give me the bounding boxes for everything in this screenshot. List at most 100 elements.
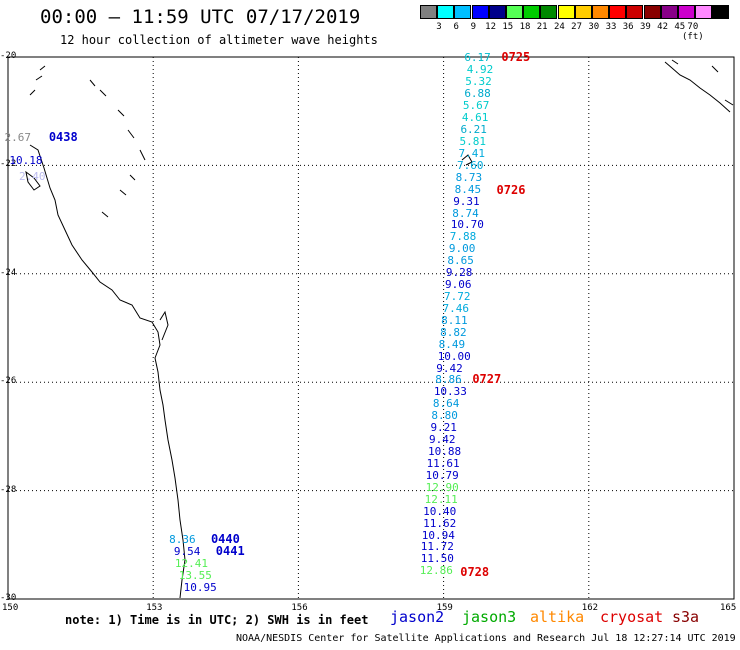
wave-height-value: 11.50: [420, 552, 454, 566]
map-frame: [7, 56, 735, 600]
map-title: 00:00 – 11:59 UTC 07/17/2019: [40, 6, 361, 28]
latitude-tick-label: -30: [0, 593, 17, 603]
coastal-islands-north: [29, 65, 146, 218]
wave-height-value: 12.86: [419, 564, 453, 578]
wave-height-value: 10.00: [437, 349, 471, 363]
wave-height-value: 11.62: [423, 516, 457, 530]
longitude-tick-label: 150: [2, 603, 19, 613]
wave-height-value: 8.80: [431, 409, 458, 423]
wave-height-value: 5.81: [459, 135, 486, 148]
wave-height-value: 5.32: [465, 75, 492, 89]
color-scale-swatch: [540, 5, 558, 19]
color-scale-label: 9: [470, 22, 477, 32]
reef-islet: [461, 154, 473, 166]
pass-time-label: 0725: [501, 50, 531, 64]
wave-height-value: 8.36: [169, 533, 196, 547]
wave-height-value: 4.61: [461, 111, 489, 125]
color-scale-swatch: [437, 5, 455, 19]
units-note: note: 1) Time is in UTC; 2) SWH is in fe…: [65, 613, 369, 627]
fraser-island: [159, 310, 169, 341]
color-scale-swatch: [574, 5, 592, 19]
color-scale-swatch: [523, 5, 541, 19]
color-scale-label: 70 (ft): [682, 22, 704, 42]
color-scale-label: 15: [502, 22, 514, 32]
color-scale-label: 45: [674, 22, 686, 32]
australia-coastline: [29, 144, 186, 599]
wave-height-value: 8.65: [447, 254, 474, 268]
color-scale-swatch: [626, 5, 644, 19]
wave-height-value: 9.00: [448, 242, 476, 256]
wave-height-value: 5.67: [462, 99, 490, 113]
wave-height-value: 8.74: [452, 206, 479, 220]
wave-height-value: 8.11: [441, 313, 468, 327]
color-scale-label: 39: [639, 22, 651, 32]
wave-height-value: 10.70: [450, 218, 484, 232]
wave-height-value: 8.45: [454, 182, 482, 196]
wave-height-value: 9.21: [430, 421, 457, 435]
satellite-legend-item: altika: [530, 608, 585, 626]
color-scale-label: 18: [519, 22, 531, 32]
color-scale-swatch: [488, 5, 506, 19]
wave-height-value: 9.42: [428, 433, 456, 447]
wave-height-value: 10.40: [423, 504, 457, 518]
wave-height-value: 8.82: [440, 325, 467, 339]
wave-height-value: 10.33: [433, 385, 467, 399]
color-scale-label: 27: [571, 22, 583, 32]
color-scale-label: 36: [622, 22, 634, 32]
wave-height-value: 11.72: [420, 540, 454, 554]
longitude-tick-label: 153: [146, 603, 163, 613]
wave-height-value: 7.88: [449, 230, 477, 244]
wave-height-value: 8.73: [455, 170, 483, 184]
wave-height-value: 2.40: [19, 170, 46, 184]
wave-height-value: 10.18: [9, 153, 43, 167]
whitsunday-islands: [25, 170, 41, 191]
wave-height-value: 7.72: [443, 290, 471, 304]
color-scale-label: 42: [657, 22, 669, 32]
color-scale-label: 30: [588, 22, 600, 32]
color-scale-swatch: [609, 5, 627, 19]
wave-height-value: 8.86: [435, 373, 462, 387]
credit-line: NOAA/NESDIS Center for Satellite Applica…: [236, 633, 736, 644]
wave-height-value: 6.17: [464, 51, 491, 64]
wave-height-value: 8.64: [432, 397, 460, 411]
wave-height-value: 10.94: [421, 528, 455, 542]
longitude-tick-label: 159: [436, 603, 453, 613]
color-scale-swatch: [678, 5, 695, 19]
wave-height-value: 12.41: [174, 557, 208, 571]
color-scale-swatch: [660, 5, 678, 19]
pass-time-label: 0440: [210, 532, 240, 547]
longitude-tick-label: 162: [581, 603, 599, 613]
latitude-tick-label: -20: [0, 51, 17, 61]
color-scale-swatch: [712, 5, 730, 19]
pass-time-label: 0728: [460, 564, 490, 579]
wave-height-value: 9.54: [173, 545, 201, 559]
wave-height-value: 10.95: [183, 581, 217, 595]
color-scale-swatch: [506, 5, 523, 19]
satellite-legend-item: s3a: [672, 608, 700, 626]
longitude-tick-label: 156: [291, 603, 308, 613]
color-scale-swatch: [454, 5, 472, 19]
wave-height-value: 6.21: [460, 123, 487, 137]
pass-time-label: 0726: [496, 182, 526, 197]
wave-height-value: 2.67: [4, 130, 32, 144]
satellite-legend-item: jason3: [462, 608, 517, 626]
color-scale-swatch: [420, 5, 437, 19]
wave-height-value: 8.49: [438, 337, 466, 351]
wave-height-value: 9.42: [436, 361, 463, 375]
satellite-legend-item: cryosat: [600, 608, 664, 626]
satellite-legend-item: jason2: [390, 608, 445, 626]
wave-height-value: 7.60: [457, 158, 484, 172]
wave-height-value: 6.88: [464, 87, 491, 101]
latitude-tick-label: -24: [0, 267, 17, 278]
wave-height-value: 10.79: [425, 468, 459, 482]
graticule: [7, 56, 735, 600]
color-scale-swatch: [471, 5, 489, 19]
color-scale-swatch: [592, 5, 609, 19]
wave-height-value: 4.92: [466, 63, 494, 77]
wave-height-value: 9.31: [453, 194, 480, 208]
color-scale-label: 12: [485, 22, 497, 32]
wave-height-value: 12.90: [425, 480, 459, 494]
wave-height-value: 7.41: [458, 146, 486, 160]
color-scale-label: 21: [536, 22, 548, 32]
